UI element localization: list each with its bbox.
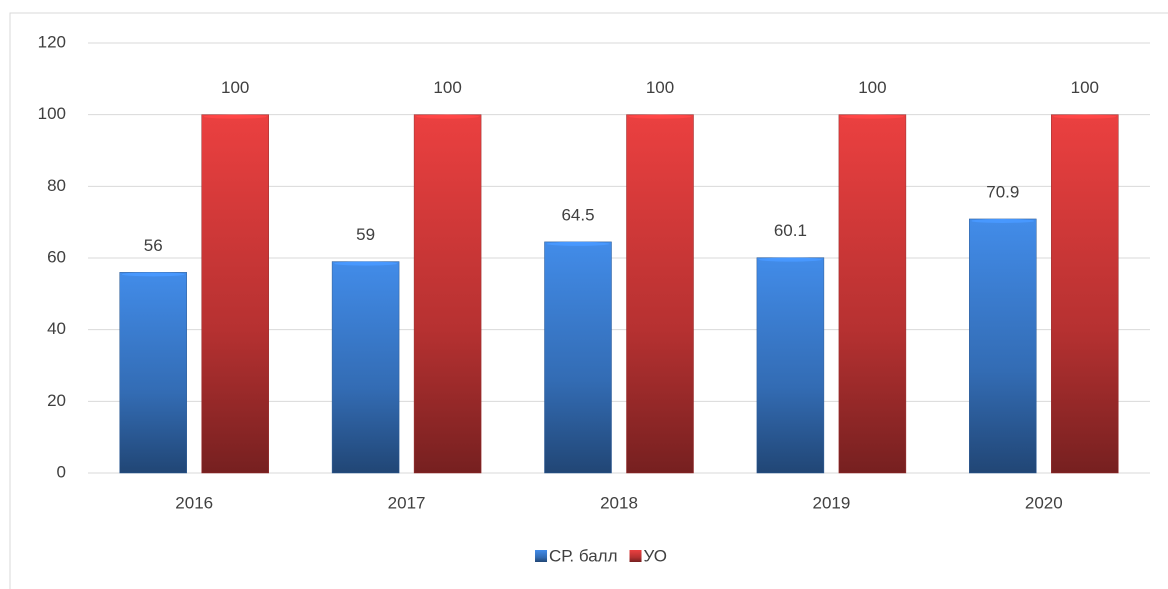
bar-top <box>416 114 480 119</box>
y-tick-label: 60 <box>47 247 66 266</box>
bar-top <box>1053 114 1117 119</box>
y-tick-label: 40 <box>47 319 66 338</box>
bar-top <box>840 114 904 119</box>
bar-top <box>971 218 1035 223</box>
legend-swatch <box>629 550 642 562</box>
bar <box>838 114 907 474</box>
data-label: 59 <box>356 225 375 244</box>
data-label: 64.5 <box>561 205 594 224</box>
x-tick-label: 2019 <box>812 493 850 512</box>
bar <box>969 218 1037 474</box>
data-label: 56 <box>144 236 163 255</box>
bar <box>1051 114 1119 474</box>
y-tick-label: 20 <box>47 391 66 410</box>
bar-top <box>546 241 610 246</box>
x-tick-label: 2018 <box>600 493 638 512</box>
data-label: 100 <box>858 78 886 97</box>
bar <box>331 261 400 474</box>
y-tick-label: 80 <box>47 176 66 195</box>
bar <box>544 241 612 474</box>
bar-top <box>121 272 185 277</box>
legend-label: УО <box>644 546 667 565</box>
x-tick-label: 2020 <box>1025 493 1063 512</box>
bar <box>626 114 694 474</box>
chart-frame <box>9 12 1168 589</box>
data-label: 70.9 <box>986 182 1019 201</box>
bar <box>756 257 825 474</box>
legend-label: СР. балл <box>549 546 618 565</box>
data-label: 100 <box>221 78 249 97</box>
y-tick-label: 0 <box>57 462 66 481</box>
data-label: 100 <box>1071 78 1099 97</box>
data-label: 60.1 <box>774 221 807 240</box>
bar-top <box>334 261 398 266</box>
x-tick-label: 2016 <box>175 493 213 512</box>
legend: СР. балл УО <box>535 546 667 565</box>
x-tick-label: 2017 <box>388 493 426 512</box>
bar-top <box>758 257 822 262</box>
bar <box>119 272 187 474</box>
bar-top <box>203 114 267 119</box>
data-label: 100 <box>646 78 674 97</box>
y-tick-label: 100 <box>38 104 66 123</box>
data-label: 100 <box>433 78 461 97</box>
y-tick-label: 120 <box>38 32 66 51</box>
bar <box>201 114 269 474</box>
legend-swatch <box>535 550 548 562</box>
bar <box>413 114 482 474</box>
bar-top <box>628 114 692 119</box>
